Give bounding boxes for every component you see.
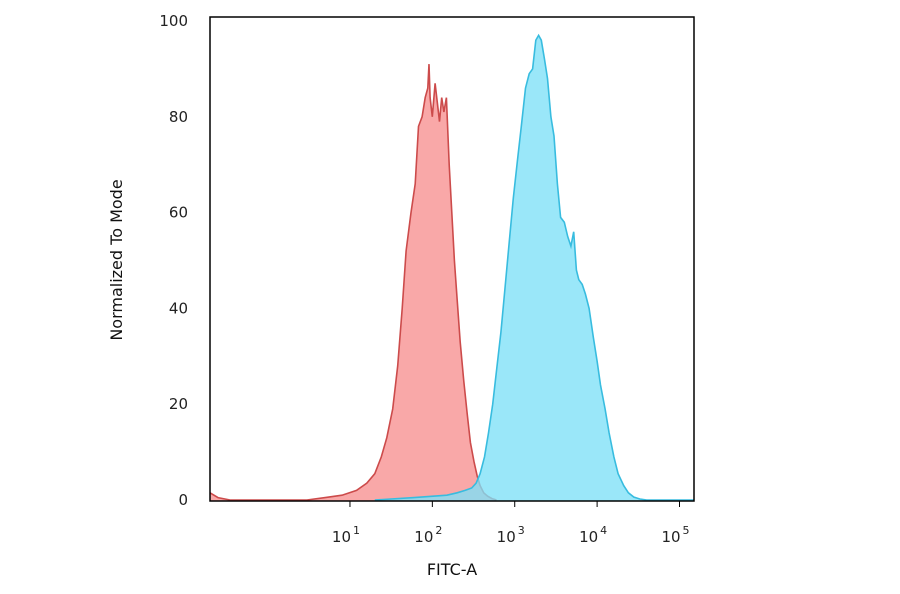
x-axis-title: FITC-A <box>427 560 477 579</box>
x-tick-base: 10 <box>414 528 433 546</box>
x-tick-exponent: 4 <box>600 524 607 537</box>
x-tick-exponent: 1 <box>353 524 360 537</box>
x-tick-label: 10 4 <box>579 524 607 546</box>
x-tick-exponent: 2 <box>435 524 442 537</box>
x-tick-base: 10 <box>332 528 351 546</box>
x-tick-base: 10 <box>579 528 598 546</box>
x-tick-exponent: 3 <box>518 524 525 537</box>
x-tick-base: 10 <box>497 528 516 546</box>
y-tick-label: 20 <box>169 395 188 413</box>
x-axis: 10 1 10 2 10 3 10 4 10 5 <box>332 501 690 546</box>
x-tick-label: 10 1 <box>332 524 360 546</box>
x-tick-base: 10 <box>661 528 680 546</box>
x-tick-label: 10 3 <box>497 524 525 546</box>
y-tick-label: 100 <box>159 12 188 30</box>
series-1-line <box>210 64 497 501</box>
series-layer <box>210 33 694 501</box>
y-tick-label: 60 <box>169 204 188 222</box>
y-tick-label: 40 <box>169 299 188 317</box>
y-axis-title: Normalized To Mode <box>107 179 126 340</box>
x-tick-label: 10 5 <box>661 524 689 546</box>
y-axis: 0 20 40 60 80 100 <box>159 12 188 509</box>
series-1-area <box>210 64 497 501</box>
x-tick-exponent: 5 <box>683 524 690 537</box>
y-tick-label: 80 <box>169 108 188 126</box>
x-tick-label: 10 2 <box>414 524 442 546</box>
y-tick-label: 0 <box>178 491 188 509</box>
plot-frame <box>209 16 695 502</box>
series-2-area <box>374 35 694 501</box>
series-2-line <box>374 33 694 501</box>
